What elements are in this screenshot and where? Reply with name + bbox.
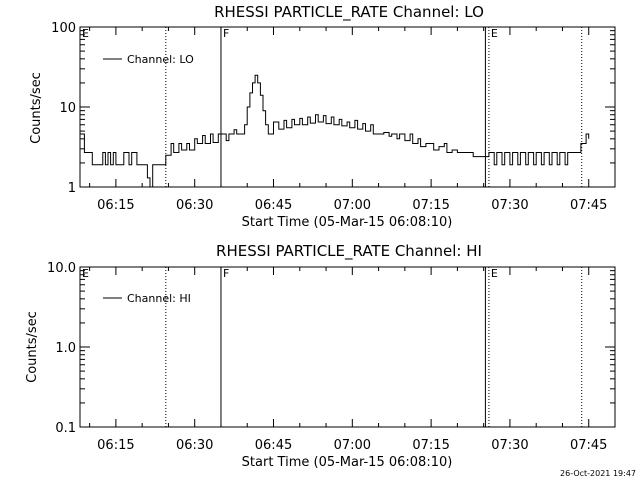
x-tick-label: 07:30 (491, 438, 528, 453)
legend-hi: Channel: HI (103, 292, 191, 305)
chart-title-hi: RHESSI PARTICLE_RATE Channel: HI (216, 242, 482, 261)
plot-content-hi: 06:15 06:30 06:45 07:00 07:15 07:30 07:45 0.1 1.… (47, 261, 616, 453)
x-tick-label: 06:45 (255, 198, 292, 213)
marker-label: E (491, 27, 498, 40)
x-tick-label: 07:15 (412, 438, 449, 453)
y-axis-label-hi: Counts/sec (25, 311, 40, 383)
marker-label: E (491, 267, 498, 280)
panel-lo: RHESSI PARTICLE_RATE Channel: LO Counts/… (29, 3, 616, 230)
x-tick-label: 06:30 (176, 198, 213, 213)
chart-title-lo: RHESSI PARTICLE_RATE Channel: LO (214, 3, 484, 22)
y-axis-label-lo: Counts/sec (29, 72, 44, 144)
y-tick-label: 1 (68, 181, 76, 196)
y-tick-label: 0.1 (55, 421, 76, 436)
x-tick-label: 07:30 (491, 198, 528, 213)
plot-content-lo: 06:15 06:30 06:45 07:00 07:15 07:30 07:45 1 10 10… (51, 21, 616, 213)
marker-label: E (82, 267, 89, 280)
y-tick-label: 10 (59, 101, 76, 116)
x-tick-label: 07:00 (334, 438, 371, 453)
x-tick-label: 06:15 (97, 438, 134, 453)
x-tick-label: 06:15 (97, 198, 134, 213)
y-tick-label: 100 (51, 21, 76, 36)
legend-lo: Channel: LO (103, 53, 194, 66)
plot-frame (79, 266, 616, 428)
footer-timestamp: 26-Oct-2021 19:47 (560, 469, 636, 478)
x-tick-label: 06:45 (255, 438, 292, 453)
y-tick-label: 10.0 (47, 261, 76, 276)
marker-label: F (223, 27, 229, 40)
x-axis-label-hi: Start Time (05-Mar-15 06:08:10) (242, 455, 453, 470)
x-tick-label: 06:30 (176, 438, 213, 453)
legend-text-lo: Channel: LO (127, 53, 194, 66)
legend-text-hi: Channel: HI (127, 292, 191, 305)
x-tick-label: 07:15 (412, 198, 449, 213)
x-tick-label: 07:45 (570, 198, 607, 213)
y-tick-label: 1.0 (55, 341, 76, 356)
marker-label: E (82, 27, 89, 40)
marker-label: F (223, 267, 229, 280)
series-line (80, 74, 590, 188)
x-axis-label-lo: Start Time (05-Mar-15 06:08:10) (242, 215, 453, 230)
plot-frame (79, 26, 616, 188)
x-tick-label: 07:00 (334, 198, 371, 213)
x-tick-label: 07:45 (570, 438, 607, 453)
panel-hi: RHESSI PARTICLE_RATE Channel: HI Counts/… (25, 242, 616, 470)
